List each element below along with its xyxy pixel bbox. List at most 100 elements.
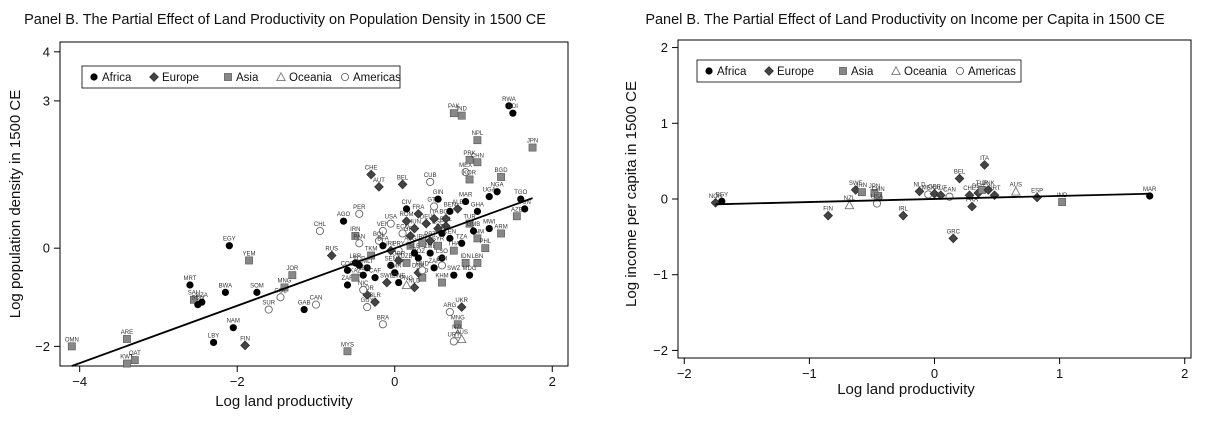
- data-point: [979, 160, 990, 170]
- point-label: TZA: [456, 234, 467, 240]
- data-point: [434, 195, 442, 203]
- point-label: SOM: [250, 283, 264, 289]
- point-label: PAK: [448, 104, 460, 110]
- data-point: [425, 235, 435, 246]
- point-label: HUN: [408, 220, 421, 226]
- data-point: [430, 264, 438, 272]
- data-point: [437, 261, 447, 270]
- data-point: [355, 209, 364, 218]
- point-label: CMR: [388, 264, 402, 270]
- fit-line: [71, 197, 533, 367]
- legend-label-africa: Africa: [102, 72, 132, 84]
- point-label: ARM: [494, 224, 507, 230]
- point-label: NPL: [472, 131, 484, 137]
- data-point: [458, 239, 466, 247]
- x-axis-label: Log land productivity: [215, 393, 353, 410]
- data-point: [288, 271, 297, 280]
- data-point: [123, 335, 131, 343]
- data-points: NOREGYFINSWEIRNNZLJPNCHNUSAIRLNLDMEXGBRA…: [709, 156, 1157, 244]
- point-label: BGD: [495, 168, 509, 174]
- point-label: PER: [353, 205, 366, 211]
- data-point: [914, 186, 925, 197]
- point-label: ARE: [121, 330, 133, 336]
- point-label: VEN: [377, 222, 389, 228]
- data-point: [461, 168, 470, 177]
- point-label: KWT: [120, 355, 134, 361]
- data-point: [370, 297, 380, 308]
- data-point: [276, 293, 285, 302]
- data-point: [359, 271, 367, 279]
- data-point: [366, 169, 376, 180]
- point-label: MYS: [341, 342, 354, 348]
- point-label: PRK: [463, 151, 475, 157]
- data-point: [386, 219, 395, 228]
- fit-line: [715, 192, 1150, 206]
- data-point: [434, 241, 442, 250]
- x-tick-label: −4: [72, 374, 87, 389]
- point-label: AUT: [935, 186, 947, 192]
- point-label: YEM: [243, 251, 256, 257]
- y-tick-label: 1: [661, 116, 668, 131]
- data-point: [465, 271, 474, 279]
- data-point: [311, 300, 321, 309]
- data-point: [452, 328, 463, 339]
- x-tick-label: 0: [931, 366, 938, 381]
- data-point: [67, 342, 76, 351]
- data-point: [497, 229, 505, 238]
- point-label: ESP: [432, 220, 444, 226]
- data-point: [462, 197, 470, 206]
- point-label: ITA: [430, 210, 439, 216]
- plot-frame: [59, 41, 569, 367]
- point-label: PHL: [479, 239, 491, 245]
- y-tick-label: −2: [653, 343, 668, 358]
- point-label: SAU: [188, 291, 200, 297]
- y-tick-label: 0: [661, 192, 668, 207]
- data-point: [371, 274, 379, 282]
- point-label: ITA: [980, 156, 989, 162]
- data-point: [898, 210, 909, 221]
- point-label: PAN: [353, 234, 365, 240]
- point-label: AUS: [456, 330, 468, 336]
- point-label: GRC: [947, 229, 961, 235]
- legend-label-americas: Americas: [968, 66, 1016, 78]
- panel-income-per-capita: Panel B. The Partial Effect of Land Prod…: [623, 12, 1192, 398]
- point-label: RWA: [502, 97, 516, 103]
- legend-label-europe: Europe: [777, 66, 814, 78]
- point-label: FIN: [240, 336, 250, 342]
- point-label: BEN: [444, 202, 456, 208]
- point-label: AFG: [404, 237, 417, 243]
- point-label: SLE: [409, 244, 420, 250]
- x-tick-label: 1: [1056, 366, 1063, 381]
- point-label: GMB: [467, 222, 481, 228]
- point-label: URY: [448, 332, 461, 338]
- x-tick-label: 2: [549, 374, 556, 389]
- point-label: MNG: [451, 315, 465, 321]
- point-label: HND: [416, 261, 430, 267]
- point-label: BDI: [508, 104, 518, 110]
- legend-marker-oceania: [276, 71, 286, 82]
- point-label: KAZ: [350, 269, 362, 275]
- panel-population-density: Panel B. The Partial Effect of Land Prod…: [7, 12, 569, 410]
- data-point: [355, 239, 364, 248]
- legend-marker-americas: [955, 66, 965, 76]
- data-point: [326, 250, 337, 261]
- data-point: [395, 278, 403, 287]
- data-point: [418, 266, 427, 275]
- legend: Africa Europe Asia Oceania Americas: [696, 59, 1022, 83]
- legend-marker-europe: [764, 66, 774, 76]
- point-label: USA: [871, 195, 883, 201]
- data-point: [363, 264, 371, 272]
- data-point: [512, 212, 521, 221]
- point-label: MOZ: [412, 249, 426, 255]
- point-label: COL: [274, 288, 287, 294]
- data-point: [378, 320, 387, 329]
- data-point: [414, 254, 422, 262]
- point-label: EGY: [223, 237, 236, 243]
- point-label: DNK: [412, 264, 425, 270]
- data-point: [485, 193, 493, 201]
- point-label: GBR: [392, 251, 406, 257]
- point-label: CHE: [963, 186, 976, 192]
- data-point: [449, 337, 458, 346]
- x-tick-label: −2: [230, 374, 245, 389]
- point-label: PNG: [400, 276, 413, 282]
